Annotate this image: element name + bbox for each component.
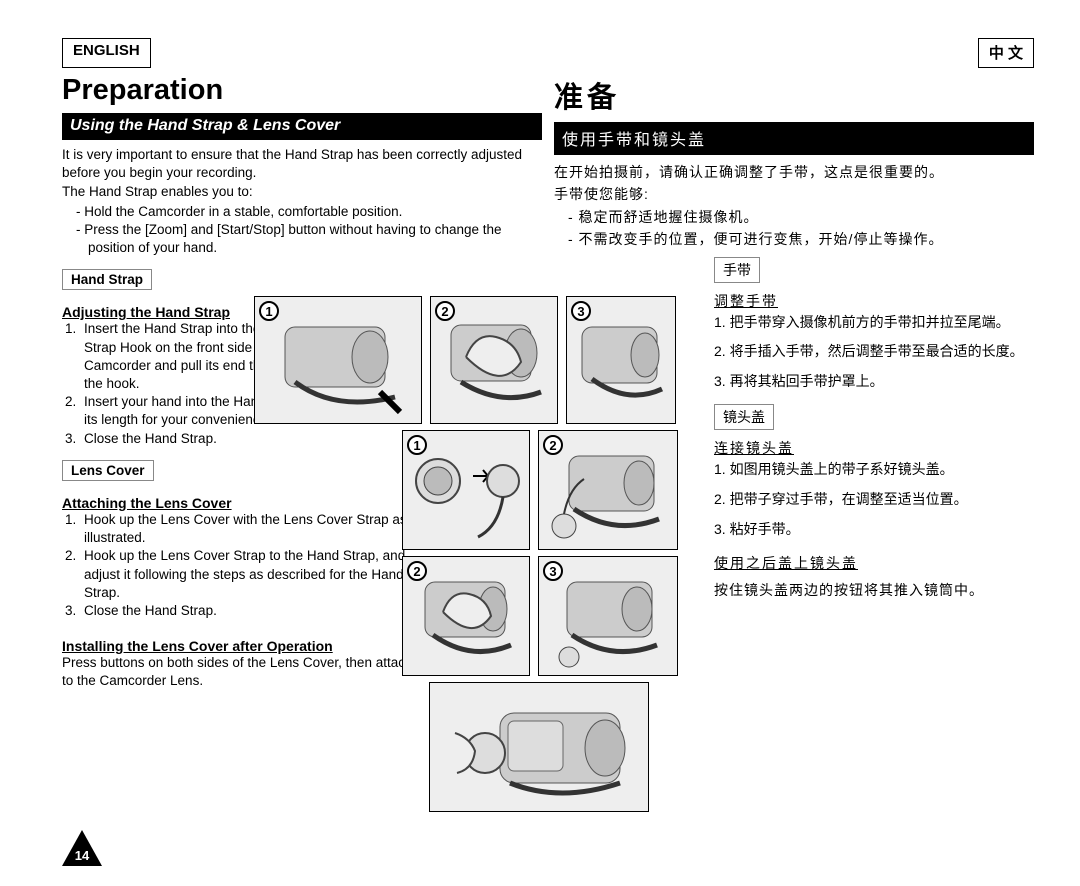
adjust-steps-cn: 1. 把手带穿入摄像机前方的手带扣并拉至尾端。 2. 将手插入手带，然后调整手带…	[714, 311, 1034, 394]
adjusting-h-en: Adjusting the Hand Strap	[62, 304, 262, 320]
intro1-cn: 在开始拍摄前，请确认正确调整了手带，这点是很重要的。	[554, 161, 1034, 183]
intro-bullets-cn: - 稳定而舒适地握住摄像机。 - 不需改变手的位置，便可进行变焦，开始/停止等操…	[554, 206, 1034, 251]
lenscover-box-cn: 镜头盖	[714, 404, 774, 430]
intro-bullets-en: - Hold the Camcorder in a stable, comfor…	[62, 203, 542, 258]
illus-num: 3	[543, 561, 563, 581]
bullet-cn-0: - 稳定而舒适地握住摄像机。	[554, 206, 1034, 228]
intro2-en: The Hand Strap enables you to:	[62, 183, 542, 201]
install-p-cn: 按住镜头盖两边的按钮将其推入镜筒中。	[714, 579, 1034, 601]
language-row: ENGLISH 中 文	[62, 38, 1034, 68]
att-cn-1: 1. 如图用镜头盖上的带子系好镜头盖。	[714, 458, 1034, 482]
illus-num: 2	[435, 301, 455, 321]
illus-install-lenscover	[429, 682, 649, 812]
handstrap-box-cn: 手带	[714, 257, 760, 283]
bullet-cn-1: - 不需改变手的位置，便可进行变焦，开始/停止等操作。	[554, 228, 1034, 250]
adjusting-h-cn: 调整手带	[714, 291, 1034, 311]
install-h-cn: 使用之后盖上镜头盖	[714, 553, 1034, 573]
adj-cn-3: 3. 再将其粘回手带护罩上。	[714, 370, 1034, 394]
illus-handstrap-1: 1	[254, 296, 422, 424]
bullet-en-0: - Hold the Camcorder in a stable, comfor…	[62, 203, 542, 221]
att-cn-2: 2. 把带子穿过手带，在调整至适当位置。	[714, 488, 1034, 512]
handstrap-box-en: Hand Strap	[62, 269, 152, 290]
illus-lenscover-2: 2	[538, 430, 678, 550]
attach-steps-cn: 1. 如图用镜头盖上的带子系好镜头盖。 2. 把带子穿过手带，在调整至适当位置。…	[714, 458, 1034, 541]
attaching-h-cn: 连接镜头盖	[714, 438, 1034, 458]
subtitle-bar-en: Using the Hand Strap & Lens Cover	[62, 113, 542, 140]
lang-chinese-box: 中 文	[978, 38, 1034, 68]
intro2-cn: 手带使您能够:	[554, 183, 1034, 205]
illus-num: 3	[571, 301, 591, 321]
illus-handstrap-3: 3	[566, 296, 676, 424]
adj-cn-1: 1. 把手带穿入摄像机前方的手带扣并拉至尾端。	[714, 311, 1034, 335]
illus-lenscover-1: 1	[402, 430, 530, 550]
illus-num: 2	[407, 561, 427, 581]
lang-english-box: ENGLISH	[62, 38, 151, 68]
illustrations: 1 2 3	[254, 296, 674, 826]
illus-num: 1	[407, 435, 427, 455]
lenscover-box-en: Lens Cover	[62, 460, 154, 481]
illus-num: 2	[543, 435, 563, 455]
illus-lenscover-2b: 2	[402, 556, 530, 676]
subtitle-bar-cn: 使用手带和镜头盖	[554, 122, 1034, 155]
bullet-en-1: - Press the [Zoom] and [Start/Stop] butt…	[62, 221, 542, 257]
heading-preparation-cn: 准备	[554, 74, 1034, 116]
heading-preparation: Preparation	[62, 74, 542, 107]
illus-num: 1	[259, 301, 279, 321]
illus-lenscover-3: 3	[538, 556, 678, 676]
att-cn-3: 3. 粘好手带。	[714, 518, 1034, 542]
adj-cn-2: 2. 将手插入手带，然后调整手带至最合适的长度。	[714, 340, 1034, 364]
page-number-badge: 14	[62, 830, 102, 866]
illus-handstrap-2: 2	[430, 296, 558, 424]
page-number-text: 14	[75, 848, 90, 863]
intro1-en: It is very important to ensure that the …	[62, 146, 542, 182]
